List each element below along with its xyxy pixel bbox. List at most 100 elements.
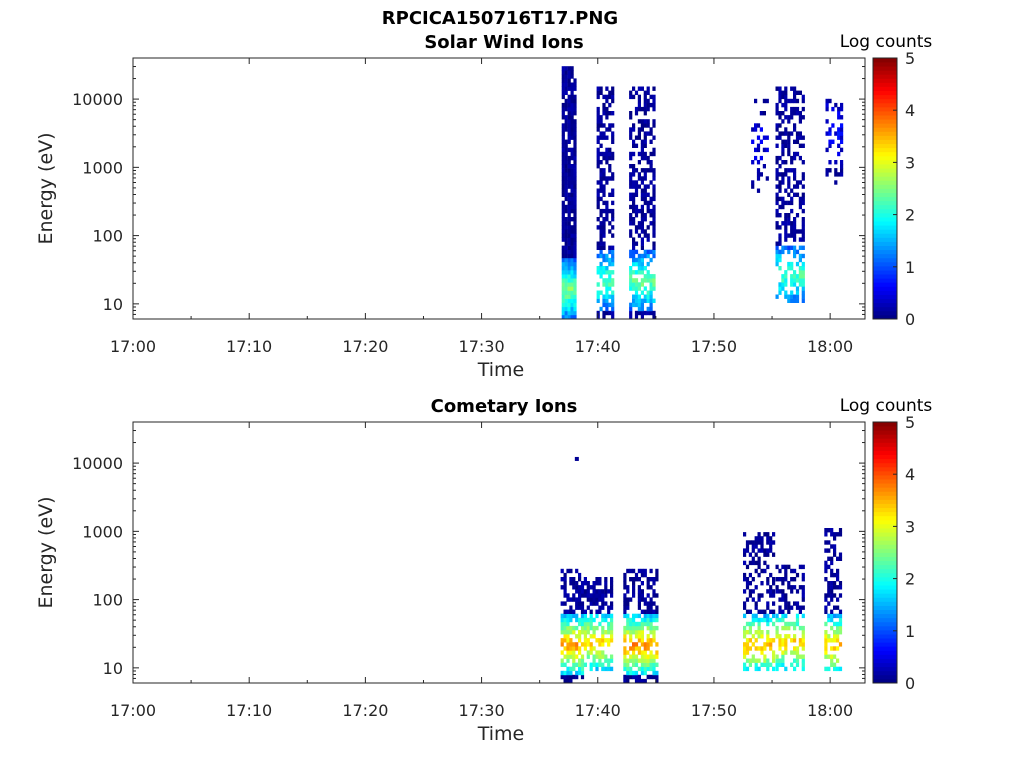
spectrogram-cell [634,298,639,303]
spectrogram-cell [611,294,615,299]
spectrogram-cell [795,106,800,112]
spectrogram-cell [830,585,834,590]
spectrogram-cell [649,568,653,574]
spectrogram-cell [632,172,636,177]
spectrogram-cell [605,135,609,140]
spectrogram-cell [560,625,564,631]
spectrogram-cell [830,638,834,643]
spectrogram-cell [580,621,585,627]
spectrogram-cell [570,102,574,108]
colorbar-step [873,491,897,496]
spectrogram-cell [646,98,650,104]
spectrogram-cell [605,266,609,271]
spectrogram-cell [564,66,568,71]
spectrogram-cell [781,658,785,663]
spectrogram-cell [655,593,659,598]
spectrogram-cell [634,135,639,140]
spectrogram-cell [632,221,636,226]
spectrogram-cell [646,90,650,95]
spectrogram-cell [623,646,627,651]
spectrogram-cell [824,605,828,610]
spectrogram-cell [640,237,644,242]
spectrogram-cell [766,617,770,623]
spectrogram-cell [629,597,633,602]
colorbar-step [873,576,897,582]
spectrogram-cell [640,589,644,594]
spectrogram-cell [608,257,612,263]
spectrogram-cell [605,286,609,291]
spectrogram-cell [610,601,614,606]
spectrogram-cell [611,94,615,100]
colorbar-step [873,62,897,67]
colorbar-step [873,475,897,480]
spectrogram-cell [643,658,647,663]
spectrogram-cell [589,597,593,602]
spectrogram-cell [834,168,838,173]
spectrogram-cell [793,638,797,643]
spectrogram-cell [637,184,641,189]
spectrogram-cell [834,102,838,108]
spectrogram-cell [567,192,571,197]
colorbar-step [873,613,897,619]
spectrogram-cell [580,630,585,635]
spectrogram-cell [766,605,770,610]
spectrogram-cell [652,662,656,667]
spectrogram-cell [599,261,603,267]
spectrogram-cell [757,630,761,635]
spectrogram-cell [760,548,764,553]
spectrogram-cell [833,544,837,549]
spectrogram-cell [570,241,574,246]
spectrogram-cell [629,151,633,157]
spectrogram-cell [602,151,606,157]
spectrogram-cell [608,278,612,283]
spectrogram-cell [781,94,785,100]
spectrogram-cell [626,601,630,606]
spectrogram-cell [569,654,573,659]
spectrogram-cell [598,654,602,659]
spectrogram-cell [605,115,609,120]
spectrogram-cell [649,249,653,255]
spectrogram-cell [828,98,832,104]
spectrogram-cell [765,135,769,140]
spectrogram-cell [567,176,571,181]
spectrogram-cell [827,601,831,606]
spectrogram-cell [775,208,779,214]
spectrogram-cell [566,646,570,651]
colorbar-step [873,581,897,586]
spectrogram-cell [652,245,656,250]
spectrogram-cell [646,119,650,124]
spectrogram-cell [598,621,602,627]
spectrogram-cell [772,581,776,586]
spectrogram-cell [567,78,571,83]
spectrogram-cells [560,456,843,684]
spectrogram-cell [759,155,763,161]
spectrogram-cell [793,294,797,299]
spectrogram-cell [575,581,579,586]
colorbar-step [873,450,897,456]
spectrogram-cell [589,593,593,598]
spectrogram-cell [561,302,565,308]
spectrogram-cell [790,168,794,173]
spectrogram-cell [652,135,656,140]
spectrogram-cell [626,678,630,684]
spectrogram-cell [769,572,773,578]
spectrogram-cell [640,266,644,271]
spectrogram-cell [595,581,599,586]
spectrogram-cell [649,585,653,590]
spectrogram-cell [611,310,615,316]
spectrogram-cell [652,217,656,222]
colorbar-step [873,66,897,71]
spectrogram-cell [834,131,838,136]
spectrogram-cell [611,298,615,303]
spectrogram-cell [629,286,633,291]
spectrogram-cell [798,90,802,95]
spectrogram-cell [637,302,641,308]
spectrogram-cell [611,278,615,283]
spectrogram-cell [589,617,593,623]
colorbar-tick-label: 1 [905,258,915,277]
spectrogram-cell [611,98,615,104]
spectrogram-cell [608,261,612,267]
spectrogram-cell [649,630,653,635]
spectrogram-cell [837,127,841,132]
spectrogram-cell [766,532,770,537]
